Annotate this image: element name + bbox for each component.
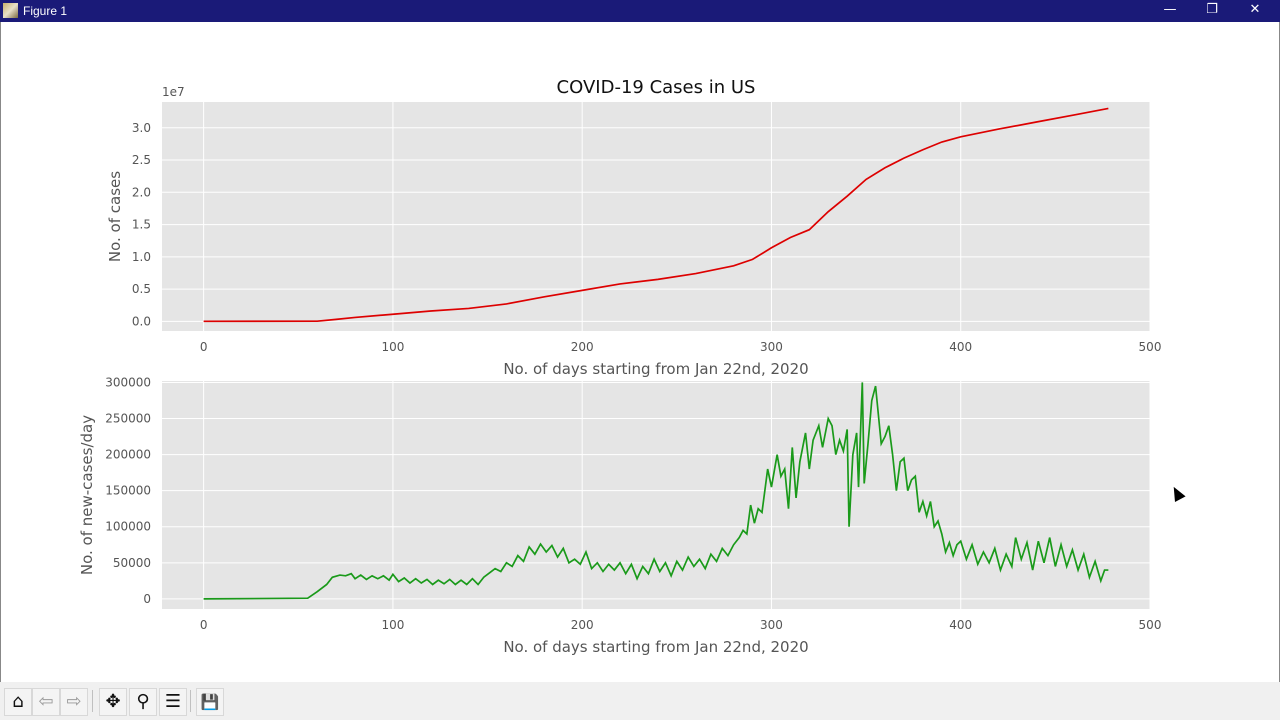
x-tick-label: 200 <box>571 618 594 632</box>
title-bar: Figure 1 — ❐ ✕ <box>0 0 1280 22</box>
configure-subplots-button[interactable]: ☰ <box>159 688 187 716</box>
save-icon: 💾 <box>200 693 220 711</box>
data-line <box>203 107 1109 323</box>
toolbar-separator <box>92 690 93 712</box>
subplot-2: 0 100 200 300 400 500 0 50000 100000 150000 200000… <box>78 375 1161 656</box>
save-button[interactable]: 💾 <box>196 688 224 716</box>
y-tick-label: 200000 <box>105 448 151 462</box>
axes-background <box>162 381 1150 609</box>
y-tick-label: 150000 <box>105 484 151 498</box>
y-tick-label: 0 <box>143 592 151 606</box>
forward-button[interactable]: ⇨ <box>60 688 88 716</box>
window-title: Figure 1 <box>23 4 68 18</box>
y-tick-label: 2.5 <box>132 153 151 167</box>
home-icon: ⌂ <box>12 691 24 712</box>
y-tick-label: 300000 <box>105 375 151 389</box>
y-tick-label: 1.0 <box>132 250 151 264</box>
x-tick-label: 400 <box>949 340 972 354</box>
y-tick-label: 0.0 <box>132 314 151 328</box>
back-arrow-icon: ⇦ <box>38 691 54 712</box>
y-tick-label: 1.5 <box>132 218 151 232</box>
y-axis-label: No. of new-cases/day <box>78 415 96 575</box>
x-tick-label: 0 <box>200 340 208 354</box>
configure-subplots-icon: ☰ <box>164 691 182 712</box>
x-axis-label: No. of days starting from Jan 22nd, 2020 <box>503 360 808 378</box>
home-button[interactable]: ⌂ <box>4 688 32 716</box>
pan-button[interactable]: ✥ <box>99 688 127 716</box>
y-tick-label: 0.5 <box>132 282 151 296</box>
zoom-icon: ⚲ <box>136 691 150 712</box>
x-tick-label: 300 <box>760 618 783 632</box>
minimize-button[interactable]: — <box>1163 2 1177 17</box>
x-tick-label: 400 <box>949 618 972 632</box>
x-tick-label: 500 <box>1139 340 1162 354</box>
x-tick-label: 200 <box>571 340 594 354</box>
y-tick-label: 50000 <box>113 556 151 570</box>
y-axis-label: No. of cases <box>106 171 124 262</box>
y-tick-label: 100000 <box>105 520 151 534</box>
maximize-button[interactable]: ❐ <box>1206 2 1218 17</box>
y-tick-label: 250000 <box>105 412 151 426</box>
y-offset-label: 1e7 <box>162 85 185 99</box>
forward-arrow-icon: ⇨ <box>66 691 82 712</box>
back-button[interactable]: ⇦ <box>32 688 60 716</box>
close-button[interactable]: ✕ <box>1249 2 1261 17</box>
subplot-1: 0 100 200 300 400 500 0.0 0.5 1.0 1.5 2.0 2.5 3.0 No.… <box>106 77 1161 378</box>
figure-canvas[interactable]: 0 100 200 300 400 500 0.0 0.5 1.0 1.5 2.0 2.5 3.0 No.… <box>0 22 1280 682</box>
navigation-toolbar: ⌂ ⇦ ⇨ ✥ ⚲ ☰ 💾 <box>0 682 1280 720</box>
app-icon <box>3 3 18 18</box>
zoom-button[interactable]: ⚲ <box>129 688 157 716</box>
x-tick-label: 500 <box>1139 618 1162 632</box>
x-tick-label: 300 <box>760 340 783 354</box>
y-tick-label: 3.0 <box>132 121 151 135</box>
x-tick-label: 100 <box>381 340 404 354</box>
chart-title: COVID-19 Cases in US <box>557 77 756 98</box>
pan-icon: ✥ <box>105 691 121 712</box>
x-tick-label: 100 <box>381 618 404 632</box>
x-axis-label: No. of days starting from Jan 22nd, 2020 <box>503 638 808 656</box>
toolbar-separator <box>190 690 191 712</box>
axes-background <box>162 102 1150 331</box>
x-tick-label: 0 <box>200 618 208 632</box>
data-line <box>203 382 1109 600</box>
y-tick-label: 2.0 <box>132 185 151 199</box>
